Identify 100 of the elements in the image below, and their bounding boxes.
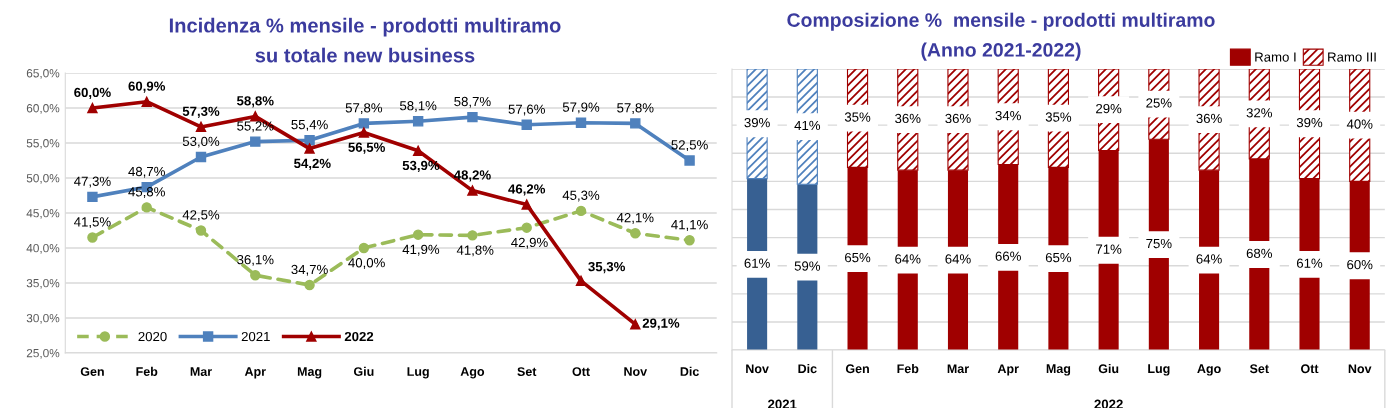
- point: [358, 127, 370, 138]
- point: [575, 117, 587, 128]
- legend-label: Ramo III: [1328, 52, 1376, 62]
- data-label: 57,9%: [562, 102, 600, 114]
- x-tick-label: Ago: [1197, 364, 1221, 376]
- data-label: 55,4%: [291, 119, 328, 131]
- x-tick-label: Feb: [897, 363, 919, 374]
- point: [358, 118, 370, 129]
- data-label: 53,9%: [402, 160, 440, 173]
- data-label: 41%: [794, 120, 821, 131]
- x-tick-label: Mag: [297, 367, 322, 379]
- data-label: 41,1%: [671, 220, 708, 231]
- point: [521, 222, 532, 233]
- data-label: 59%: [794, 261, 821, 271]
- data-label: 55,2%: [237, 121, 274, 133]
- data-label: 45,3%: [562, 190, 600, 202]
- x-tick-label: Ago: [460, 367, 485, 379]
- x-tick-label: Gen: [80, 367, 104, 376]
- text: 2022: [1094, 399, 1123, 408]
- data-label: 64%: [895, 254, 921, 264]
- data-label: 42,1%: [616, 212, 654, 224]
- point: [467, 230, 478, 241]
- x-tick-label: Apr: [997, 364, 1019, 376]
- y-tick-label: 35,0%: [26, 278, 60, 289]
- x-tick-label: Giu: [1098, 363, 1119, 374]
- data-label: 41,8%: [456, 245, 494, 257]
- x-tick-label: Lug: [407, 367, 429, 379]
- point: [304, 134, 315, 146]
- point: [684, 235, 695, 246]
- text: 2021: [768, 399, 797, 408]
- data-label: 48,7%: [128, 166, 165, 178]
- data-label: 65%: [1045, 252, 1072, 263]
- data-label: 36%: [945, 113, 971, 124]
- legend-label: 2021: [241, 331, 270, 342]
- data-label: 52,5%: [671, 140, 708, 152]
- point: [87, 102, 98, 114]
- x-tick-label: Feb: [136, 366, 158, 376]
- x-tick-label: Mag: [1046, 364, 1071, 376]
- x-tick-label: Apr: [244, 367, 266, 379]
- data-label: 66%: [995, 251, 1021, 261]
- data-label: 35,3%: [588, 261, 626, 274]
- x-tick-label: Ott: [572, 367, 590, 376]
- legend-label: Ramo I: [1255, 52, 1296, 62]
- point: [630, 228, 641, 239]
- data-label: 39%: [744, 117, 770, 128]
- x-tick-label: Nov: [624, 367, 648, 376]
- data-label: 54,2%: [294, 158, 331, 170]
- y-tick-label: 40,0%: [26, 244, 60, 254]
- data-label: 61%: [744, 258, 770, 268]
- x-tick-label: Mar: [190, 367, 212, 376]
- x-tick-label: Nov: [746, 364, 769, 374]
- x-tick-label: Lug: [1148, 364, 1170, 376]
- point: [467, 111, 478, 123]
- data-label: 41,5%: [74, 217, 111, 229]
- y-tick-label: 50,0%: [26, 174, 60, 184]
- data-label: 41,9%: [402, 244, 440, 256]
- data-label: 29,1%: [642, 318, 680, 330]
- data-label: 45,8%: [128, 187, 165, 198]
- data-label: 60%: [1347, 259, 1373, 270]
- data-label: 34,7%: [291, 264, 328, 276]
- data-label: 58,8%: [236, 96, 274, 108]
- x-tick-label: Gen: [845, 364, 869, 374]
- point: [250, 111, 261, 122]
- point: [521, 199, 532, 210]
- data-label: 57,8%: [345, 103, 383, 115]
- y-tick-label: 55,0%: [26, 139, 60, 149]
- point: [521, 119, 532, 131]
- point: [141, 96, 152, 107]
- point: [250, 270, 261, 281]
- data-label: 36%: [1196, 113, 1222, 124]
- data-label: 36,1%: [237, 254, 274, 266]
- data-label: 36%: [895, 113, 921, 124]
- data-label: 64%: [945, 254, 971, 264]
- point: [467, 185, 478, 196]
- data-label: 65%: [845, 252, 871, 263]
- data-label: 64%: [1196, 254, 1222, 264]
- data-label: 32%: [1246, 108, 1273, 118]
- x-tick-label: Nov: [1348, 364, 1372, 374]
- point: [575, 205, 587, 217]
- data-label: 35%: [844, 112, 871, 122]
- data-label: 42,5%: [182, 210, 220, 222]
- point: [195, 225, 207, 236]
- data-label: 53,0%: [182, 136, 220, 148]
- x-tick-label: Set: [517, 367, 537, 376]
- y-tick-label: 30,0%: [26, 313, 60, 324]
- point: [250, 136, 261, 147]
- x-tick-label: Mar: [947, 364, 969, 374]
- data-label: 60,9%: [128, 81, 166, 93]
- point: [195, 121, 207, 133]
- chart-title: Incidenza % mensile - prodotti multiramo su totale new business: [169, 17, 561, 63]
- y-tick-label: 25,0%: [26, 348, 60, 359]
- point: [412, 229, 424, 240]
- x-tick-label: Ott: [1301, 364, 1319, 374]
- data-label: 47,3%: [74, 176, 111, 188]
- point: [87, 232, 98, 243]
- data-label: 34%: [995, 110, 1021, 121]
- point: [195, 151, 207, 163]
- data-label: 61%: [1296, 258, 1323, 268]
- data-label: 35%: [1045, 112, 1072, 122]
- point: [684, 155, 695, 166]
